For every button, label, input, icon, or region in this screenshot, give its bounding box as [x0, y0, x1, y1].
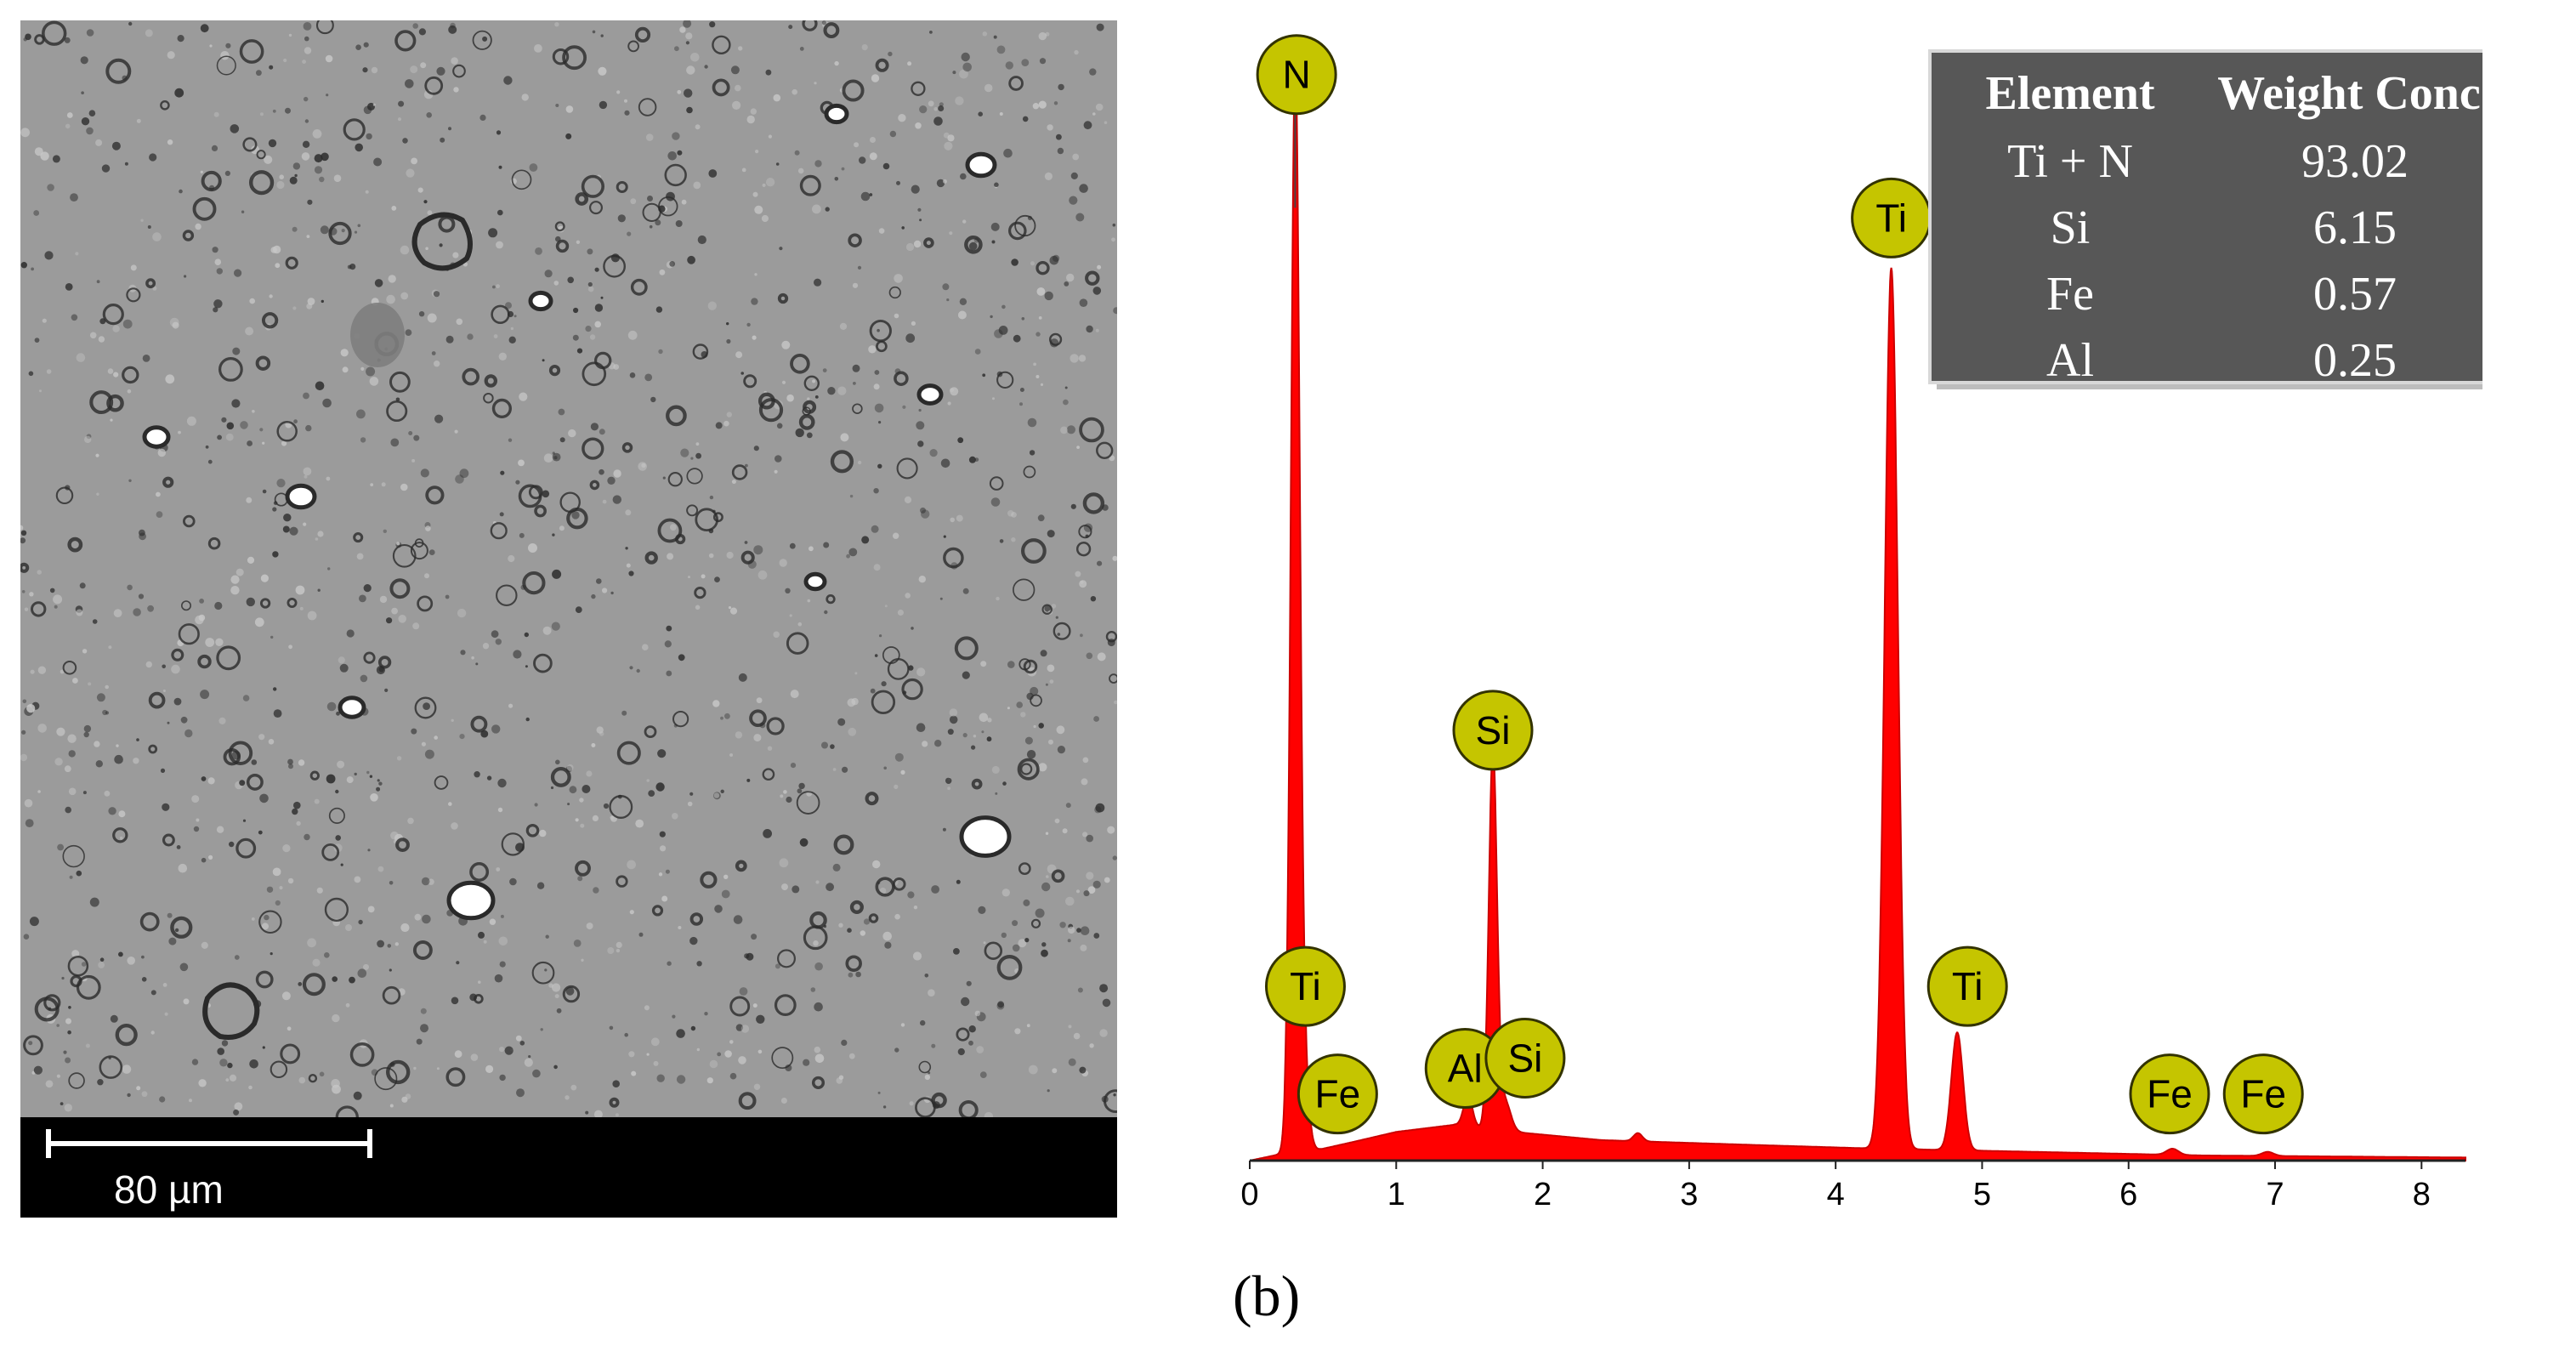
- x-tick-label: 1: [1387, 1177, 1405, 1212]
- x-tick-label: 3: [1680, 1177, 1698, 1212]
- eds-spectrum-chart: 0 1 2 3 4 5 6 7 8 N Ti Fe Si Al Si Ti Ti Fe Fe Element Weigh…: [1240, 34, 2482, 1212]
- x-tick-label: 7: [2266, 1177, 2284, 1212]
- peak-label: Fe: [1315, 1072, 1361, 1116]
- peak-label: Ti: [1290, 964, 1321, 1008]
- peak-label-marker: [2129, 1053, 2210, 1135]
- scale-bar: [46, 1129, 372, 1158]
- spectrum-area: [1249, 53, 2466, 1161]
- table-header: Element: [1985, 67, 2154, 120]
- scale-bar-strip: 80 µm: [20, 1117, 1117, 1218]
- x-tick-label: 4: [1827, 1177, 1845, 1212]
- peak-label: Ti: [1875, 196, 1907, 240]
- peak-label-marker: [1452, 690, 1534, 771]
- sem-speckles: [20, 20, 1117, 1117]
- peak-label: Fe: [2240, 1072, 2286, 1116]
- peak-label: Fe: [2147, 1072, 2193, 1116]
- table-cell: Si: [2051, 202, 2091, 254]
- peak-label-marker: [1484, 1018, 1566, 1099]
- x-tick-label: 6: [2119, 1177, 2137, 1212]
- table-background: [1928, 49, 2482, 384]
- table-cell: 0.57: [2313, 268, 2397, 321]
- sem-large-pore: [202, 982, 260, 1040]
- x-tick-label: 8: [2413, 1177, 2431, 1212]
- table-cell: 0.25: [2313, 334, 2397, 387]
- sem-dark-region: [350, 303, 405, 367]
- sem-large-pore: [411, 212, 473, 271]
- weight-concentration-table: Element Weight Conc. Ti + N 93.02 Si 6.15 Fe 0.…: [1928, 49, 2482, 389]
- scale-bar-label: 80 µm: [114, 1167, 224, 1212]
- peak-label-marker: [1297, 1053, 1378, 1135]
- table-cell: Al: [2046, 334, 2094, 387]
- peak-label: Si: [1476, 708, 1511, 752]
- x-tick-label: 0: [1240, 1177, 1258, 1212]
- table-header: Weight Conc.: [2217, 67, 2482, 120]
- x-tick-label: 2: [1534, 1177, 1552, 1212]
- peak-label-marker: [1256, 34, 1337, 116]
- table-cell: 93.02: [2301, 135, 2409, 188]
- table-cell: Ti + N: [2007, 135, 2133, 188]
- peak-label-marker: [1926, 945, 2008, 1027]
- peak-label: Al: [1448, 1047, 1483, 1091]
- sem-micrograph: 80 µm: [20, 20, 1117, 1218]
- peak-label-marker: [1264, 945, 1346, 1027]
- panel-label: (b): [1233, 1263, 1301, 1328]
- table-cell: 6.15: [2313, 202, 2397, 254]
- peak-label: Ti: [1952, 964, 1983, 1008]
- peak-label: N: [1283, 53, 1311, 97]
- sem-bright-particles: [142, 103, 1012, 921]
- x-tick-label: 5: [1973, 1177, 1991, 1212]
- peak-label-marker: [2222, 1053, 2304, 1135]
- table-cell: Fe: [2046, 268, 2094, 321]
- sem-image-texture: [20, 20, 1117, 1117]
- peak-label: Si: [1507, 1036, 1542, 1081]
